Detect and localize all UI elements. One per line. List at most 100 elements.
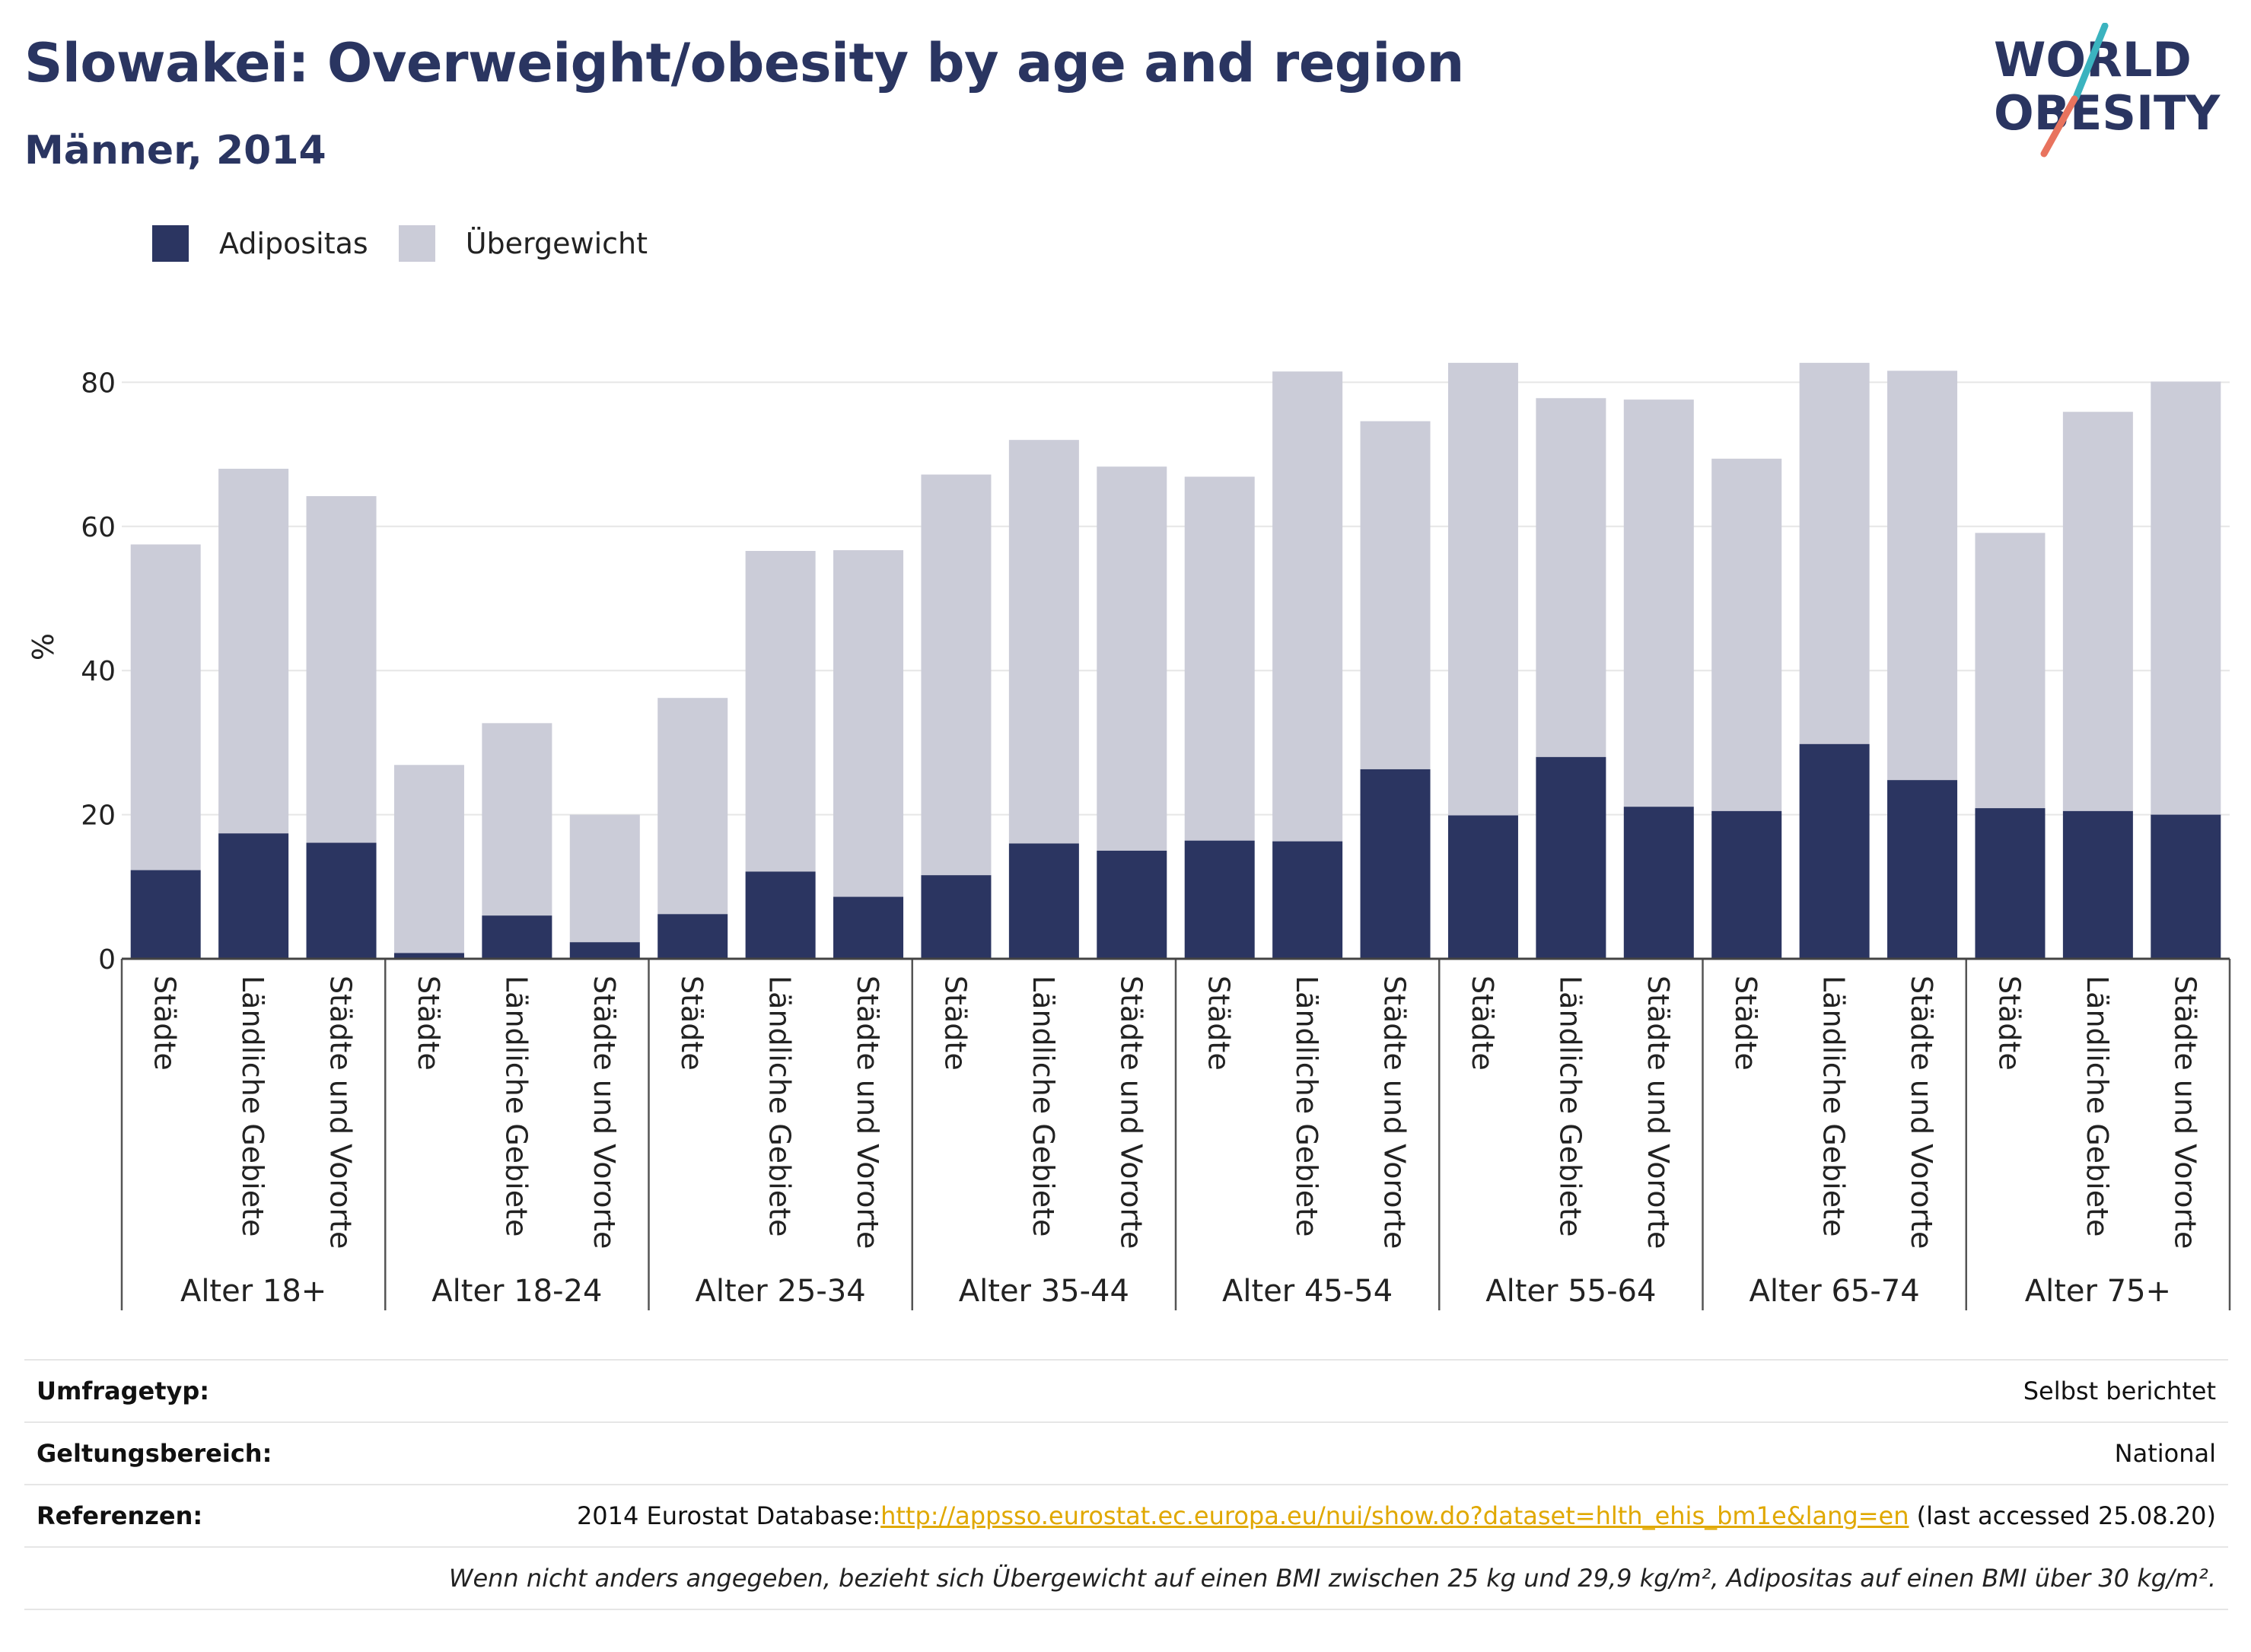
bar-obesity [130,870,201,959]
x-group-label: Alter 55-64 [1485,1274,1656,1309]
bar-obesity [1097,850,1167,959]
y-tick-label: 60 [81,512,116,543]
bar-overweight [218,469,289,834]
x-group-label: Alter 18-24 [431,1274,602,1309]
chart-title: Slowakei: Overweight/obesity by age and … [24,32,1464,94]
x-category-label: Städte [1729,976,1762,1071]
legend-label-overweight: Übergewicht [465,227,648,260]
bar-overweight [1272,371,1343,842]
y-tick-label: 80 [81,368,116,399]
x-group-label: Alter 25-34 [696,1274,866,1309]
info-table-bottom-border [24,1609,2228,1610]
bar-obesity [2062,810,2133,959]
bar-overweight [921,474,992,876]
logo-slash-coral [2040,95,2078,158]
reference-prefix: 2014 Eurostat Database: [576,1501,881,1530]
x-group-label: Alter 65-74 [1750,1274,1920,1309]
bar-obesity [833,896,904,959]
bar-obesity [657,914,728,959]
x-category-label: Städte und Vororte [2168,976,2202,1249]
bar-obesity [1711,810,1782,959]
bar-overweight [833,550,904,897]
y-tick-label: 20 [81,801,116,832]
x-category-label: Städte und Vororte [1378,976,1412,1249]
bar-obesity [482,915,552,959]
x-group-label: Alter 75+ [2025,1274,2171,1309]
x-category-label: Städte und Vororte [1641,976,1675,1249]
bar-obesity [1887,780,1958,959]
x-category-label: Städte [412,976,445,1071]
bar-overweight [1097,466,1167,851]
x-category-label: Ländliche Gebiete [2081,976,2114,1237]
x-category-label: Städte und Vororte [1905,976,1938,1249]
logo-slash-teal [2072,23,2109,101]
bar-obesity [1447,815,1518,959]
bar-obesity [1623,807,1694,959]
scope-value: National [2114,1439,2216,1468]
x-category-label: Städte und Vororte [324,976,358,1249]
reference-link[interactable]: http://appsso.eurostat.ec.europa.eu/nui/… [880,1501,1909,1530]
bar-obesity [921,875,992,959]
y-tick-label: 40 [81,656,116,687]
bar-overweight [2062,412,2133,811]
bar-obesity [1975,808,2046,959]
survey-type-value: Selbst berichtet [2023,1377,2216,1405]
bar-overweight [1447,362,1518,816]
x-category-label: Städte [675,976,708,1071]
x-category-label: Ländliche Gebiete [1817,976,1851,1237]
references-value: 2014 Eurostat Database:http://appsso.eur… [577,1501,2216,1530]
bar-obesity [1008,843,1079,959]
x-category-label: Ländliche Gebiete [499,976,533,1237]
bar-obesity [1799,743,1870,959]
bar-obesity [745,871,816,959]
bar-obesity [1536,756,1606,959]
bar-overweight [1623,399,1694,807]
info-row-note: Wenn nicht anders angegeben, bezieht sic… [24,1546,2228,1609]
x-category-label: Städte [1466,976,1499,1071]
x-category-label: Städte und Vororte [1114,976,1148,1249]
x-group-label: Alter 45-54 [1222,1274,1393,1309]
reference-suffix: (last accessed 25.08.20) [1909,1501,2216,1530]
legend-swatch-obesity [152,225,189,262]
bar-overweight [1184,476,1255,841]
info-row-references: Referenzen: 2014 Eurostat Database:http:… [24,1484,2228,1546]
x-category-label: Städte [938,976,972,1071]
bar-overweight [1887,371,1958,781]
bar-obesity [2151,814,2221,959]
x-category-label: Ländliche Gebiete [1553,976,1587,1237]
legend-swatch-overweight [398,225,435,262]
scope-label: Geltungsbereich: [37,1439,272,1468]
logo-text-obesity: OBESITY [1994,85,2221,141]
x-category-label: Städte und Vororte [587,976,621,1249]
references-label: Referenzen: [37,1501,203,1530]
legend-label-obesity: Adipositas [219,227,368,260]
bar-overweight [1008,440,1079,844]
bar-obesity [218,833,289,959]
bmi-definition-note: Wenn nicht anders angegeben, bezieht sic… [448,1564,2216,1593]
x-group-label: Alter 18+ [180,1274,326,1309]
info-table: Umfragetyp: Selbst berichtet Geltungsber… [24,1359,2228,1610]
bar-obesity [1360,769,1431,959]
bar-obesity [393,953,464,959]
info-row-scope: Geltungsbereich: National [24,1421,2228,1484]
x-category-label: Städte und Vororte [851,976,884,1249]
bar-overweight [1536,398,1606,757]
x-category-label: Städte [148,976,182,1071]
bar-overweight [1711,458,1782,811]
bar-obesity [569,942,640,959]
x-category-label: Ländliche Gebiete [1027,976,1060,1237]
bar-overweight [657,698,728,915]
x-category-label: Städte [1992,976,2026,1071]
info-row-survey: Umfragetyp: Selbst berichtet [24,1359,2228,1421]
x-group-label: Alter 35-44 [959,1274,1129,1309]
y-axis-label: % [27,633,60,660]
chart-legend: Adipositas Übergewicht [152,225,678,262]
bar-overweight [130,544,201,871]
x-category-label: Ländliche Gebiete [1290,976,1323,1237]
x-category-label: Ländliche Gebiete [763,976,797,1237]
bar-obesity [1184,840,1255,959]
y-tick-label: 0 [98,944,116,976]
legend-item-obesity[interactable]: Adipositas [152,225,368,262]
chart-subtitle: Männer, 2014 [24,128,326,173]
legend-item-overweight[interactable]: Übergewicht [398,225,648,262]
